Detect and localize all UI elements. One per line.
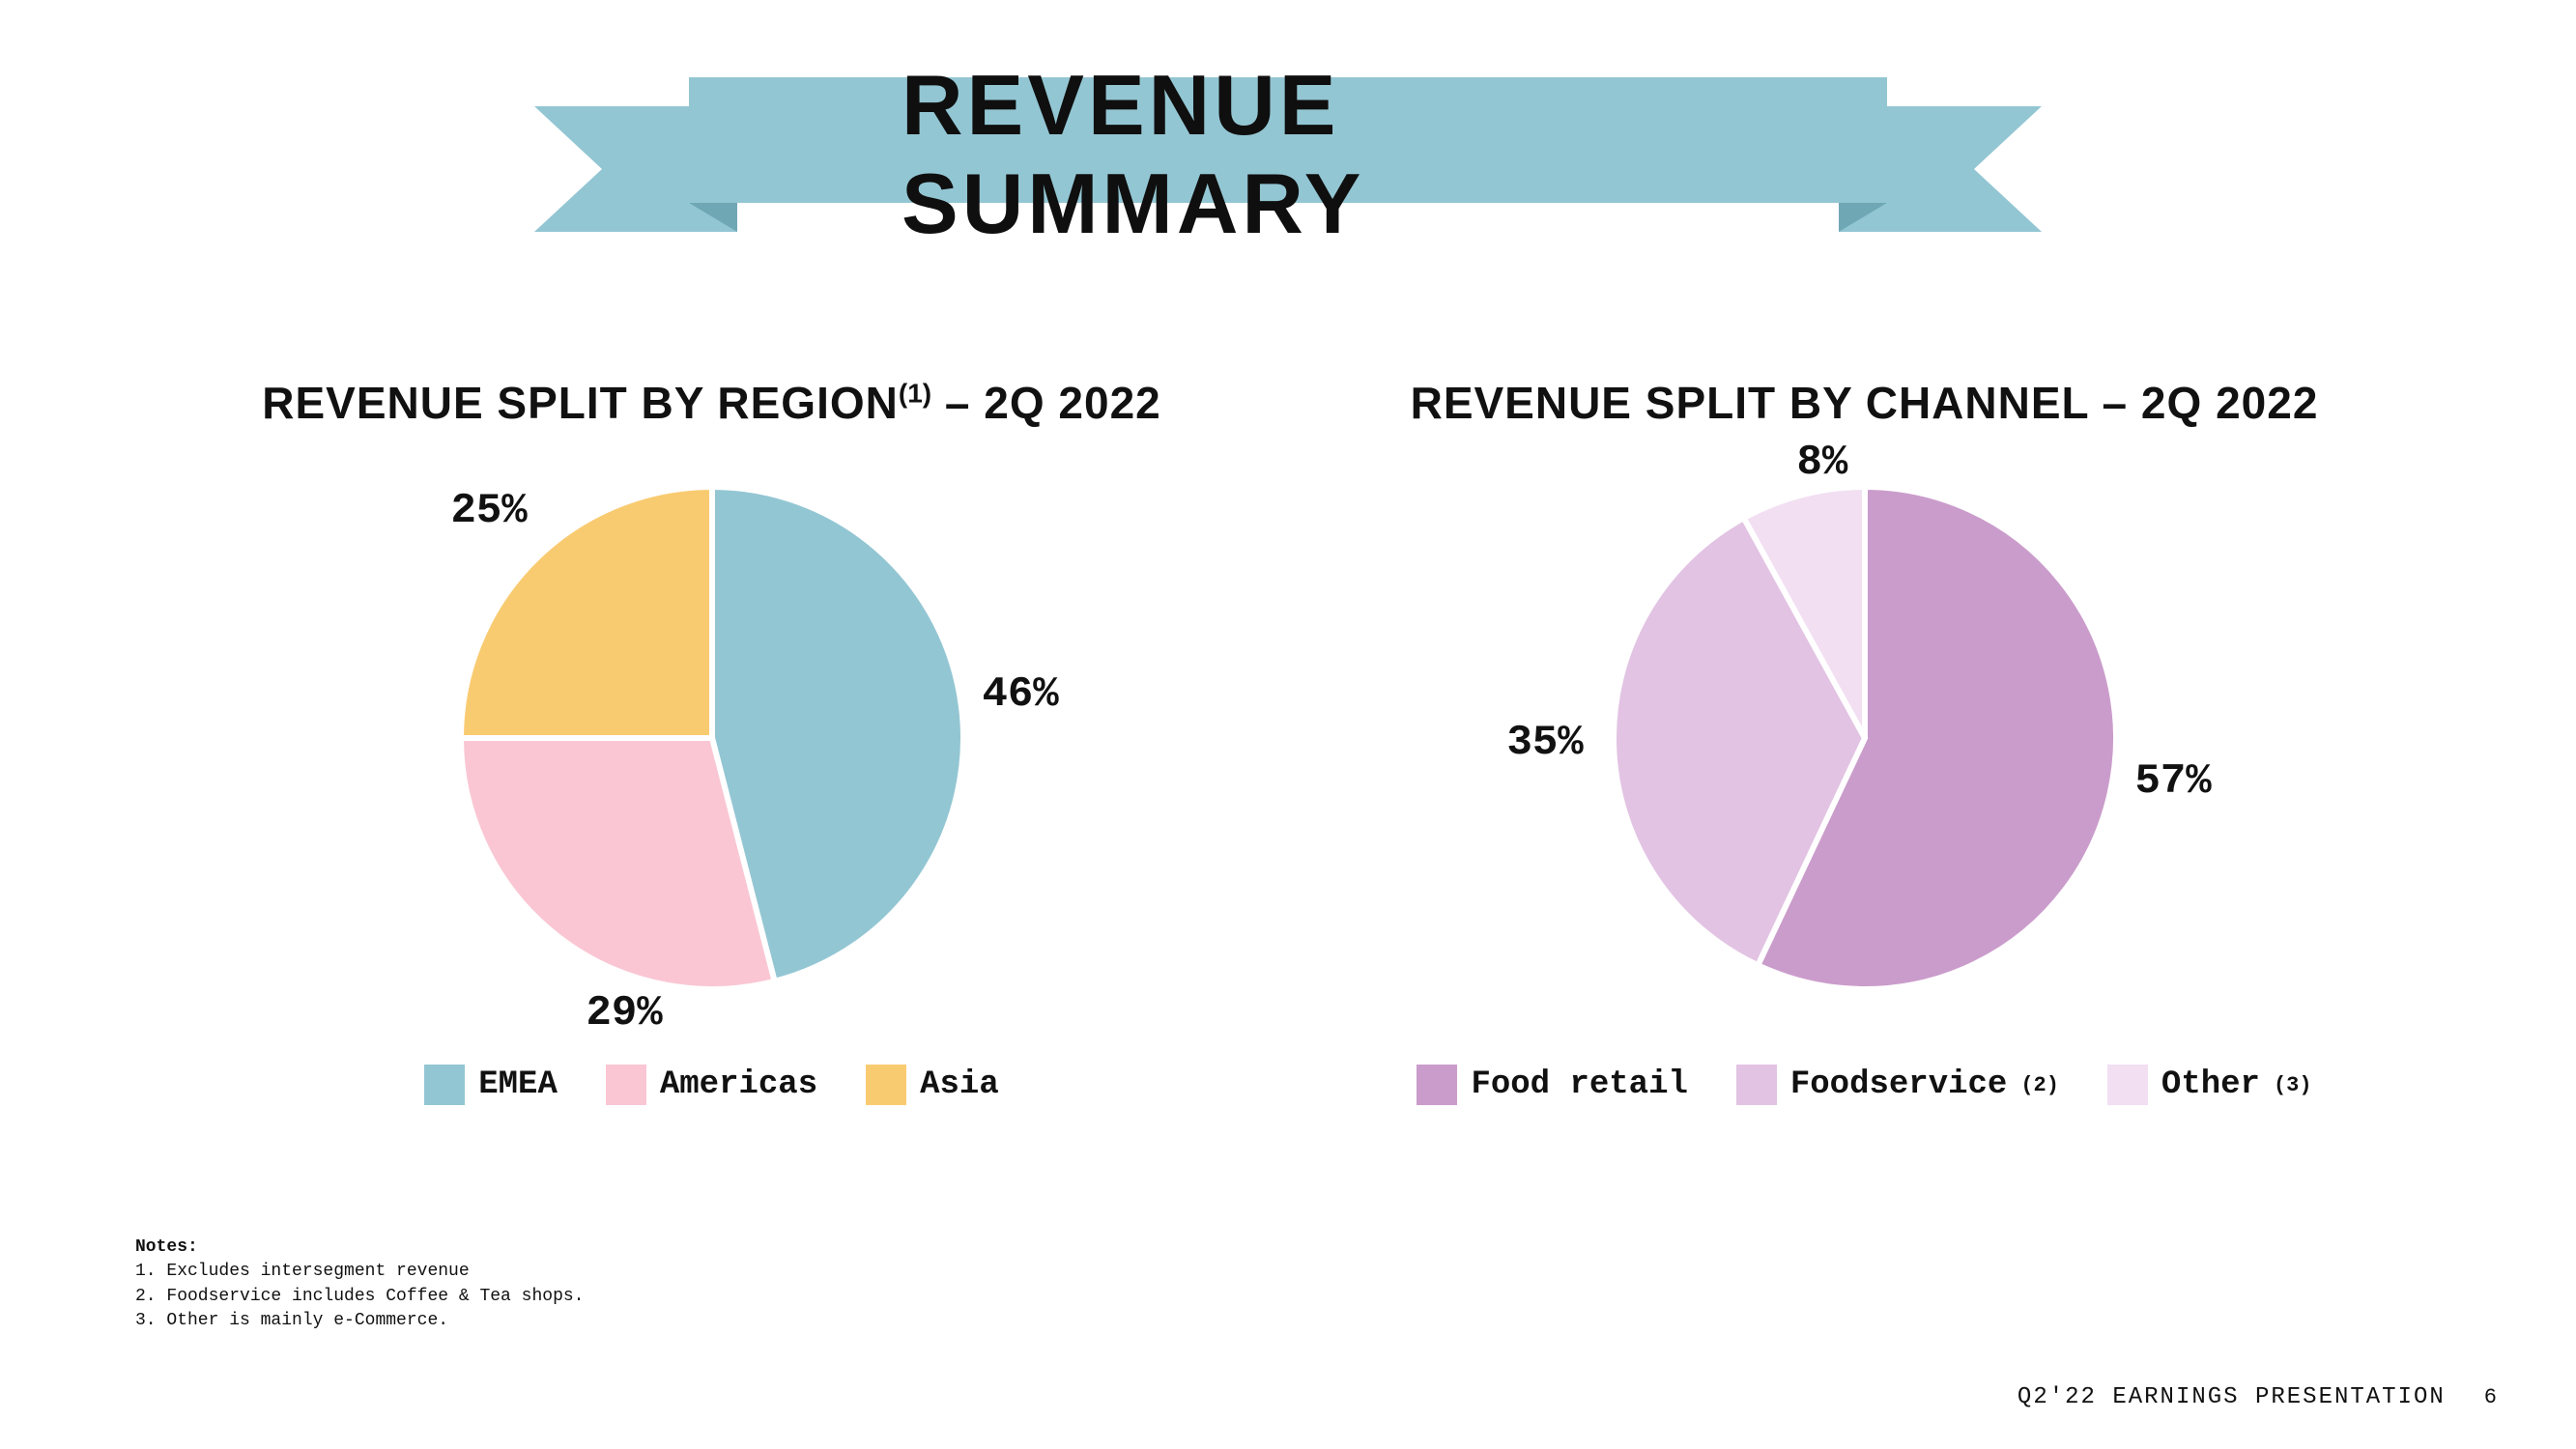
channel-legend-item-0: Food retail xyxy=(1417,1065,1687,1105)
region-legend-swatch-2 xyxy=(866,1065,906,1105)
channel-legend-sup-1: (2) xyxy=(2020,1073,2059,1097)
region-legend-label-2: Asia xyxy=(920,1066,999,1103)
chart-region-title: REVENUE SPLIT BY REGION(1) – 2Q 2022 xyxy=(262,377,1160,429)
channel-pct-label-0: 57% xyxy=(2135,757,2212,806)
footnotes: Notes: 1. Excludes intersegment revenue … xyxy=(135,1236,584,1333)
page-title: REVENUE SUMMARY xyxy=(902,56,1674,253)
footnotes-heading: Notes: xyxy=(135,1236,584,1260)
channel-legend-label-1: Foodservice xyxy=(1790,1066,2007,1103)
chart-channel-pie xyxy=(1498,468,2232,1009)
channel-legend-label-0: Food retail xyxy=(1471,1066,1687,1103)
region-legend-swatch-0 xyxy=(424,1065,465,1105)
footnote-3: 3. Other is mainly e-Commerce. xyxy=(135,1309,584,1333)
chart-channel-title-pre: REVENUE SPLIT BY CHANNEL – 2Q 2022 xyxy=(1411,378,2319,428)
chart-region: REVENUE SPLIT BY REGION(1) – 2Q 2022 46%… xyxy=(135,377,1288,1009)
channel-legend-sup-2: (3) xyxy=(2274,1073,2312,1097)
channel-legend-swatch-2 xyxy=(2107,1065,2148,1105)
channel-legend-swatch-0 xyxy=(1417,1065,1457,1105)
chart-channel-pie-wrap: 57%35%8% xyxy=(1498,468,2232,1009)
channel-legend-item-1: Foodservice (2) xyxy=(1736,1065,2059,1105)
charts-row: REVENUE SPLIT BY REGION(1) – 2Q 2022 46%… xyxy=(0,377,2576,1009)
region-legend-item-0: EMEA xyxy=(424,1065,558,1105)
channel-legend-label-2: Other xyxy=(2161,1066,2260,1103)
chart-channel: REVENUE SPLIT BY CHANNEL – 2Q 2022 57% 35… xyxy=(1288,377,2441,1009)
region-legend-swatch-1 xyxy=(606,1065,646,1105)
footer: Q2'22 EARNINGS PRESENTATION 6 xyxy=(2018,1384,2499,1410)
chart-region-pie xyxy=(345,468,1079,1009)
chart-region-pie-wrap: 46%29%25% xyxy=(345,468,1079,1009)
footer-text: Q2'22 EARNINGS PRESENTATION xyxy=(2018,1384,2446,1410)
region-legend-label-0: EMEA xyxy=(478,1066,558,1103)
chart-region-title-pre: REVENUE SPLIT BY REGION xyxy=(262,378,899,428)
channel-pct-label-2: 8% xyxy=(1797,439,1848,487)
chart-channel-title: REVENUE SPLIT BY CHANNEL – 2Q 2022 xyxy=(1411,377,2319,429)
chart-channel-legend: Food retail Foodservice (2) Other (3) xyxy=(1288,1065,2441,1105)
footnote-1: 1. Excludes intersegment revenue xyxy=(135,1260,584,1284)
channel-legend-item-2: Other (3) xyxy=(2107,1065,2312,1105)
channel-legend-swatch-1 xyxy=(1736,1065,1777,1105)
channel-pct-label-1: 35% xyxy=(1507,719,1584,767)
region-legend-label-1: Americas xyxy=(660,1066,817,1103)
region-pct-label-0: 46% xyxy=(983,670,1059,719)
region-legend-item-2: Asia xyxy=(866,1065,999,1105)
region-legend-item-1: Americas xyxy=(606,1065,817,1105)
chart-region-title-post: – 2Q 2022 xyxy=(931,378,1161,428)
title-banner: REVENUE SUMMARY xyxy=(515,68,2061,242)
page-number: 6 xyxy=(2484,1385,2499,1409)
chart-region-title-sup: (1) xyxy=(899,379,931,409)
footnote-2: 2. Foodservice includes Coffee & Tea sho… xyxy=(135,1285,584,1309)
chart-region-legend: EMEA Americas Asia xyxy=(135,1065,1288,1105)
region-pct-label-2: 25% xyxy=(451,487,528,535)
region-pct-label-1: 29% xyxy=(587,989,663,1037)
